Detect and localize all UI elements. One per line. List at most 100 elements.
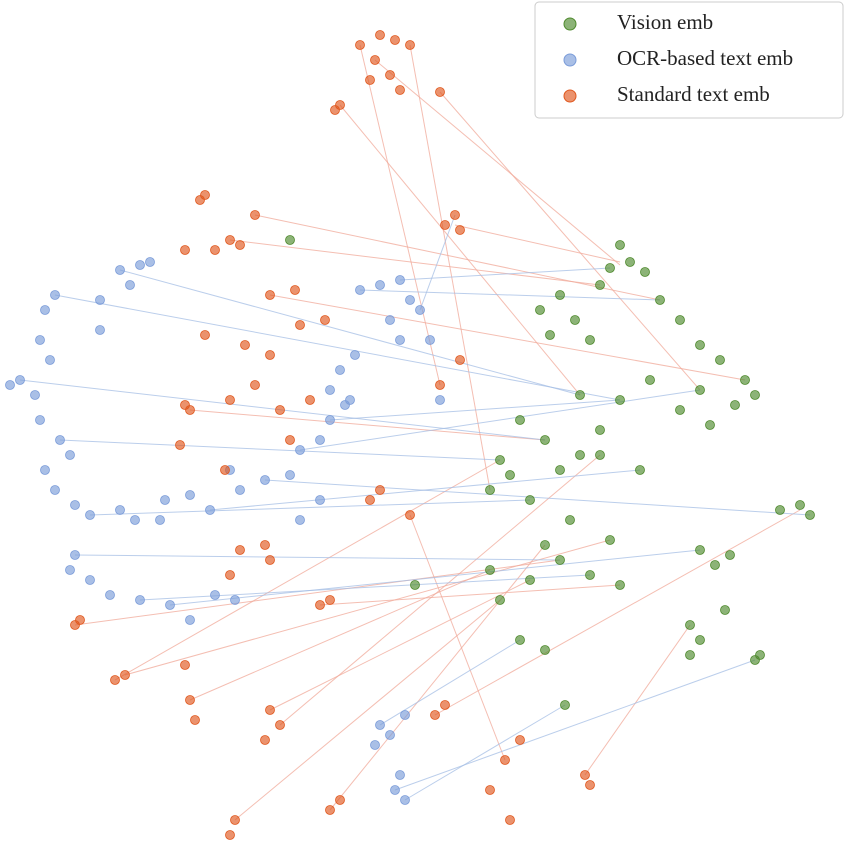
point [125, 280, 135, 290]
link-line [299, 389, 701, 451]
point [265, 555, 275, 565]
point [325, 415, 335, 425]
point [120, 670, 130, 680]
point [430, 710, 440, 720]
point [695, 340, 705, 350]
point [375, 720, 385, 730]
link-line [229, 239, 601, 286]
point [220, 465, 230, 475]
point [135, 260, 145, 270]
link-line [394, 659, 756, 791]
point [615, 240, 625, 250]
point [455, 355, 465, 365]
point [715, 355, 725, 365]
links [19, 44, 811, 821]
link-line [54, 294, 621, 401]
point [200, 330, 210, 340]
point [515, 635, 525, 645]
link-line [319, 584, 621, 606]
point [260, 540, 270, 550]
point [210, 590, 220, 600]
point [575, 390, 585, 400]
point [205, 505, 215, 515]
point [40, 305, 50, 315]
point [185, 615, 195, 625]
point [235, 240, 245, 250]
point [795, 500, 805, 510]
point [35, 415, 45, 425]
point [685, 620, 695, 630]
point [605, 263, 615, 273]
point [275, 405, 285, 415]
point [540, 645, 550, 655]
point [160, 495, 170, 505]
point [805, 510, 815, 520]
point [135, 595, 145, 605]
point [65, 565, 75, 575]
link-line [114, 459, 501, 681]
legend-marker [563, 89, 577, 103]
point [5, 380, 15, 390]
link-line [254, 214, 661, 301]
legend-label: Standard text emb [617, 82, 770, 106]
link-line [359, 44, 441, 386]
point [190, 715, 200, 725]
points [5, 30, 815, 840]
point [235, 545, 245, 555]
point [225, 570, 235, 580]
point [50, 485, 60, 495]
link-line [419, 214, 456, 311]
legend-label: Vision emb [617, 10, 713, 34]
point [105, 590, 115, 600]
point [65, 450, 75, 460]
point [315, 495, 325, 505]
point [505, 815, 515, 825]
point [545, 330, 555, 340]
point [325, 595, 335, 605]
point [500, 755, 510, 765]
point [615, 395, 625, 405]
point [115, 505, 125, 515]
link-line [74, 554, 561, 561]
point [230, 595, 240, 605]
link-line [359, 289, 661, 301]
point [295, 445, 305, 455]
point [285, 470, 295, 480]
point [305, 395, 315, 405]
point [350, 350, 360, 360]
point [645, 375, 655, 385]
point [565, 515, 575, 525]
point [335, 365, 345, 375]
point [225, 395, 235, 405]
point [435, 395, 445, 405]
point [75, 615, 85, 625]
point [185, 695, 195, 705]
point [320, 315, 330, 325]
point [425, 335, 435, 345]
point [70, 550, 80, 560]
point [375, 280, 385, 290]
point [405, 510, 415, 520]
link-line [454, 224, 621, 263]
point [410, 580, 420, 590]
point [50, 290, 60, 300]
point [580, 770, 590, 780]
point [390, 35, 400, 45]
point [495, 455, 505, 465]
point [275, 720, 285, 730]
point [355, 285, 365, 295]
point [635, 465, 645, 475]
point [180, 245, 190, 255]
point [395, 770, 405, 780]
point [370, 740, 380, 750]
point [390, 785, 400, 795]
point [230, 815, 240, 825]
point [145, 257, 155, 267]
point [385, 70, 395, 80]
point [570, 315, 580, 325]
point [485, 485, 495, 495]
point [515, 415, 525, 425]
point [395, 335, 405, 345]
point [285, 235, 295, 245]
point [685, 650, 695, 660]
